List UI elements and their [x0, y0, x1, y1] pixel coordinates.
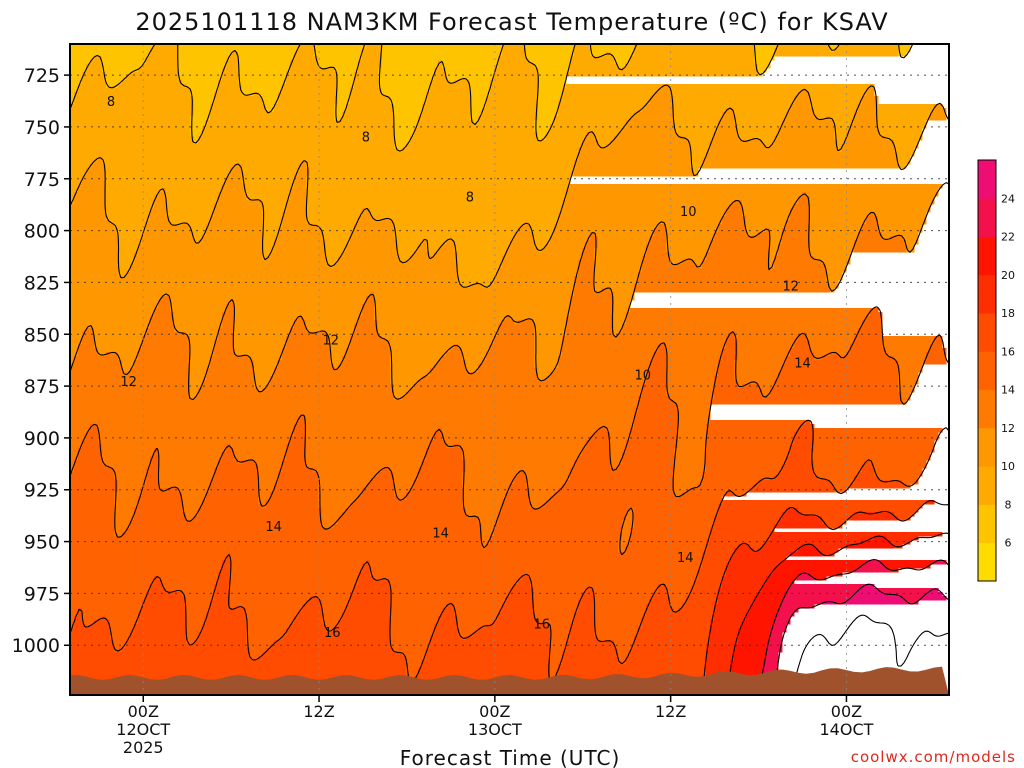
contour-label: 12 — [120, 375, 137, 390]
y-tick-label: 875 — [24, 376, 60, 398]
contour-12 — [70, 182, 949, 401]
colorbar-label: 12 — [1001, 422, 1015, 435]
contour-label: 16 — [533, 618, 550, 633]
contour-label: 10 — [680, 205, 697, 220]
contour-26 — [790, 614, 949, 695]
colorbar-legend: 6 8 10 12 14 16 18 20 22 24 — [977, 159, 1015, 582]
contour-16 — [70, 419, 949, 684]
contour-label: 14 — [794, 356, 811, 371]
contour-label: 12 — [783, 280, 800, 295]
y-tick-label: 800 — [24, 221, 60, 243]
contour-label: 8 — [362, 130, 370, 145]
contour-10 — [70, 84, 949, 288]
contour-label: 14 — [432, 526, 449, 541]
y-tick-label: 750 — [24, 117, 60, 139]
contour-label: 8 — [107, 95, 115, 110]
colorbar-swatch — [978, 427, 996, 467]
colorbar-swatch — [978, 198, 996, 237]
plot-area — [70, 44, 949, 695]
colorbar-label: 14 — [1001, 384, 1015, 397]
credit-link[interactable]: coolwx.com/models — [851, 748, 1016, 766]
contour-18 — [659, 500, 949, 695]
y-tick-label: 775 — [24, 169, 60, 191]
y-tick-label: 950 — [24, 532, 60, 554]
x-tick-label: 00Z — [128, 702, 159, 721]
colorbar-label: 20 — [1001, 269, 1015, 282]
colorbar-label: 24 — [1001, 192, 1015, 205]
contour-label: 8 — [466, 190, 474, 205]
x-tick-label: 12OCT — [116, 720, 170, 739]
colorbar-label: 10 — [1001, 460, 1015, 473]
colorbar-swatch — [978, 236, 996, 276]
x-tick-label: 00Z — [831, 702, 862, 721]
x-tick-label: 2025 — [123, 738, 164, 757]
colorbar-swatch — [978, 313, 996, 352]
colorbar-label: 8 — [1005, 498, 1012, 511]
chart-title: 2025101118 NAM3KM Forecast Temperature (… — [135, 8, 888, 36]
x-tick-label: 13OCT — [468, 720, 522, 739]
y-tick-label: 850 — [24, 324, 60, 346]
colorbar-label: 18 — [1001, 307, 1015, 320]
contour-label: 16 — [324, 626, 341, 641]
y-tick-label: 725 — [24, 65, 60, 87]
x-tick-label: 12Z — [655, 702, 686, 721]
y-tick-label: 975 — [24, 583, 60, 605]
y-tick-label: 1000 — [12, 635, 60, 657]
colorbar-label: 22 — [1001, 231, 1015, 244]
contour-20 — [725, 532, 949, 695]
x-tick-label: 12Z — [303, 702, 334, 721]
y-axis: 725 750 775 800 825 850 875 900 925 950 975 1000 — [12, 65, 70, 657]
contour-14 — [70, 306, 949, 556]
x-tick-label: 14OCT — [819, 720, 873, 739]
colorbar-label: 6 — [1005, 537, 1012, 550]
contour-8 — [70, 44, 914, 152]
colorbar-swatch — [978, 504, 996, 544]
y-tick-label: 900 — [24, 428, 60, 450]
colorbar-swatch — [978, 466, 996, 505]
x-axis-title: Forecast Time (UTC) — [400, 746, 621, 768]
y-tick-label: 925 — [24, 480, 60, 502]
colorbar-swatch — [978, 274, 996, 314]
contour-lines — [70, 44, 949, 695]
colorbar-label: 16 — [1001, 345, 1015, 358]
contour-labels: 8 8 8 10 10 12 12 12 14 14 14 14 16 16 — [107, 95, 811, 641]
x-tick-label: 00Z — [479, 702, 510, 721]
colorbar-swatch — [978, 542, 996, 582]
colorbar-swatch — [978, 160, 996, 199]
y-tick-label: 825 — [24, 272, 60, 294]
plot-frame — [69, 43, 950, 696]
ground-surface — [70, 666, 949, 695]
contour-label: 14 — [265, 520, 282, 535]
contour-22 — [756, 558, 949, 695]
colorbar-frame — [977, 159, 997, 582]
contour-label: 12 — [322, 333, 339, 348]
contour-label: 10 — [635, 369, 652, 384]
contour-label: 14 — [677, 551, 694, 566]
colorbar-swatch — [978, 351, 996, 391]
colorbar-swatch — [978, 389, 996, 429]
